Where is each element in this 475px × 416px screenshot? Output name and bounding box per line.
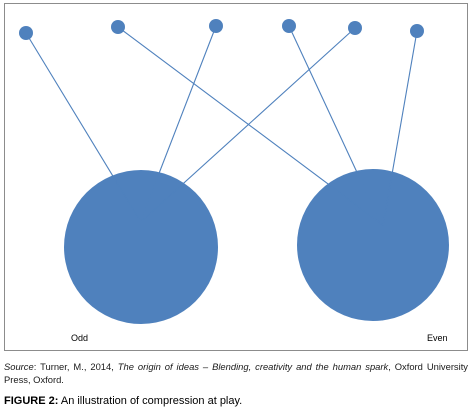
connection-lines [25,25,418,227]
source-publisher: , Oxford University Press, Oxford. [4,361,468,385]
compression-diagram [19,19,449,324]
node-dot-4 [282,19,296,33]
caption-label: FIGURE 2: [4,395,59,407]
figure-caption: FIGURE 2: An illustration of compression… [4,394,242,408]
line-dot4-even [288,25,382,225]
line-dot1-odd [25,32,140,220]
line-dot3-odd [140,25,217,221]
odd-label: Odd [71,333,89,343]
caption-text: An illustration of compression at play. [58,395,243,407]
node-dot-1 [19,26,33,40]
node-dot-2 [111,20,125,34]
line-dot2-even [117,26,384,226]
even-circle [297,169,449,321]
node-dot-5 [348,21,362,35]
source-author: : Turner, M., 2014, [33,361,118,372]
source-citation: Source: Turner, M., 2014, The origin of … [4,360,468,386]
line-dot6-even [382,30,418,227]
node-dot-6 [410,24,424,38]
line-dot5-odd [142,27,356,221]
source-title: The origin of ideas – Blending, creativi… [117,361,389,372]
source-prefix: Source [4,361,34,372]
node-dot-3 [209,19,223,33]
even-label: Even [427,333,448,343]
odd-circle [64,170,218,324]
figure-frame: Odd Even [4,3,468,351]
